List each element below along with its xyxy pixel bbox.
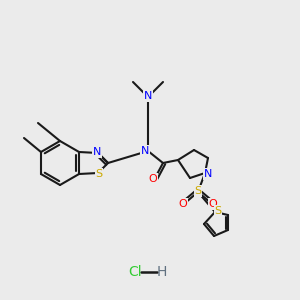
Text: O: O [178, 199, 188, 209]
Text: N: N [204, 169, 212, 179]
Text: S: S [214, 206, 222, 216]
Text: O: O [208, 199, 217, 209]
Text: N: N [144, 91, 152, 101]
Text: H: H [157, 265, 167, 279]
Text: N: N [93, 147, 101, 157]
Text: S: S [95, 169, 103, 179]
Text: N: N [141, 146, 149, 156]
Text: S: S [194, 186, 202, 196]
Text: O: O [148, 174, 158, 184]
Text: Cl: Cl [128, 265, 142, 279]
